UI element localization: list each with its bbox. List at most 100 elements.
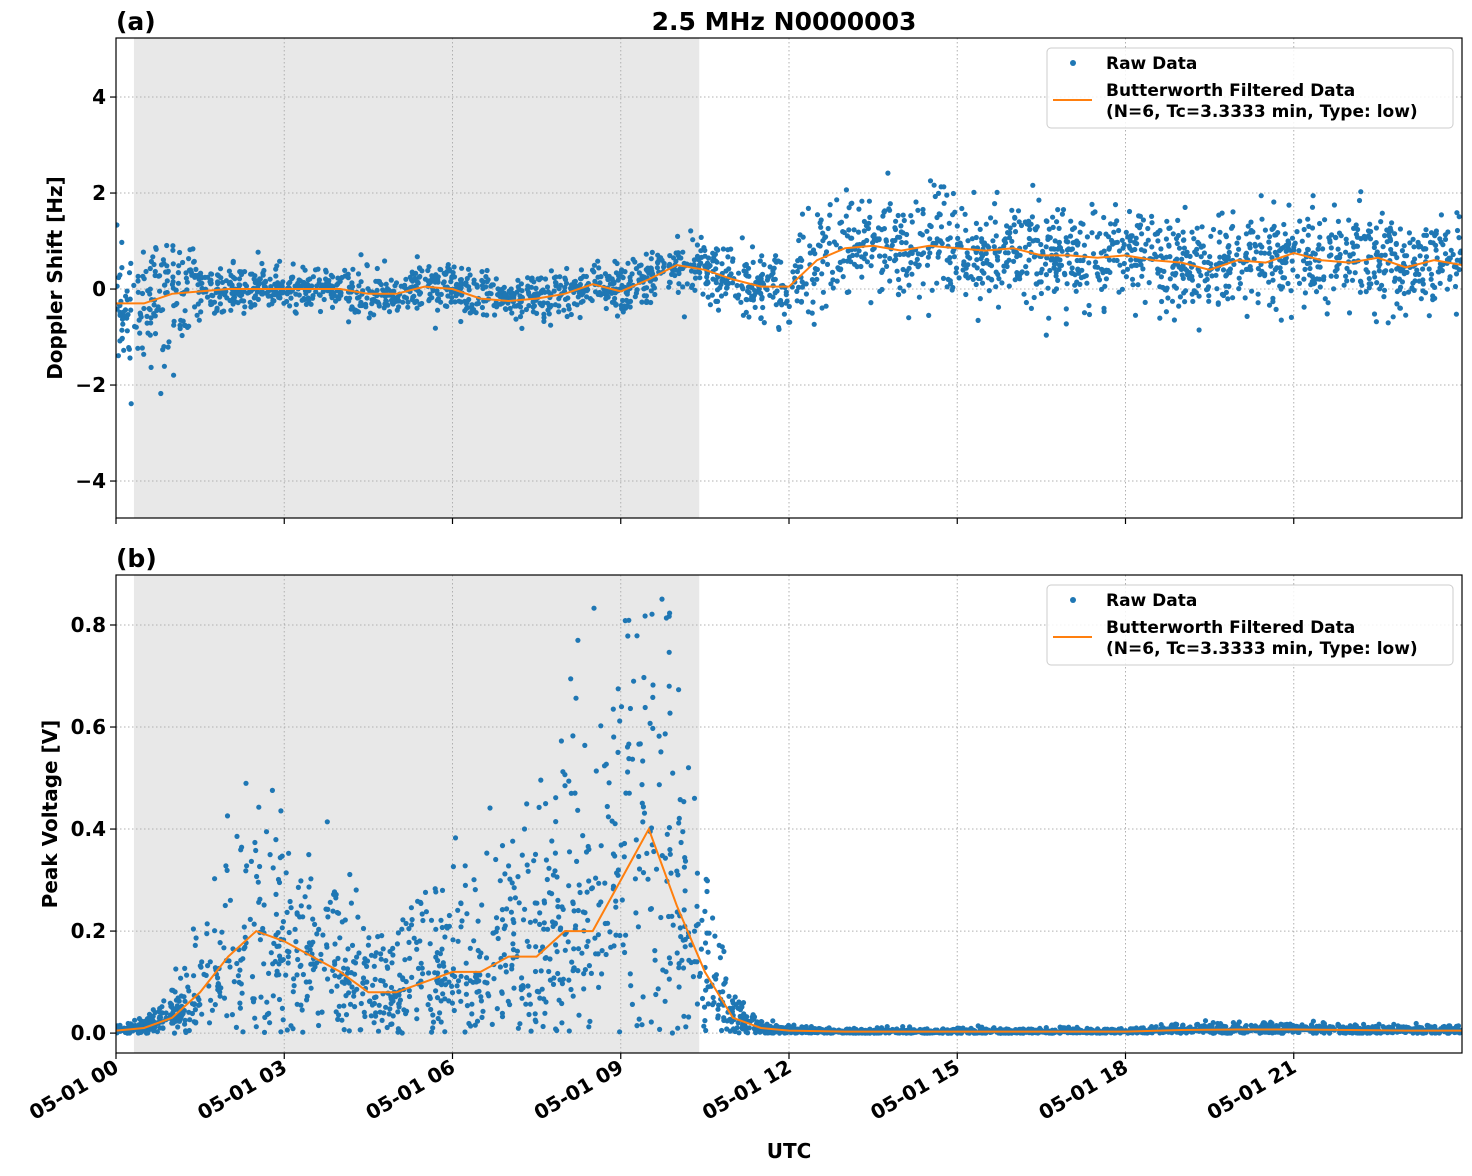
raw-data-point [484, 313, 489, 318]
raw-data-point [346, 319, 351, 324]
raw-data-point [1182, 266, 1187, 271]
raw-data-point [974, 282, 979, 287]
raw-data-point [511, 931, 516, 936]
raw-data-point [1019, 223, 1024, 228]
raw-data-point [902, 218, 907, 223]
raw-data-point [1208, 261, 1213, 266]
raw-data-point [1054, 261, 1059, 266]
raw-data-point [815, 212, 820, 217]
raw-data-point [527, 992, 532, 997]
raw-data-point [444, 304, 449, 309]
raw-data-point [1082, 243, 1087, 248]
raw-data-point [1406, 290, 1411, 295]
raw-data-point [642, 811, 647, 816]
raw-data-point [867, 199, 872, 204]
raw-data-point [557, 977, 562, 982]
raw-data-point [1159, 299, 1164, 304]
raw-data-point [474, 301, 479, 306]
raw-data-point [1216, 302, 1221, 307]
raw-data-point [433, 988, 438, 993]
raw-data-point [486, 973, 491, 978]
raw-data-point [1220, 211, 1225, 216]
raw-data-point [587, 963, 592, 968]
raw-data-point [561, 308, 566, 313]
raw-data-point [306, 904, 311, 909]
raw-data-point [1007, 284, 1012, 289]
raw-data-point [736, 1030, 741, 1035]
raw-data-point [556, 296, 561, 301]
raw-data-point [574, 859, 579, 864]
raw-data-point [566, 978, 571, 983]
raw-data-point [307, 979, 312, 984]
raw-data-point [1418, 253, 1423, 258]
raw-data-point [236, 300, 241, 305]
raw-data-point [458, 924, 463, 929]
raw-data-point [796, 285, 801, 290]
raw-data-point [197, 318, 202, 323]
raw-data-point [1391, 314, 1396, 319]
raw-data-point [820, 259, 825, 264]
raw-data-point [465, 1003, 470, 1008]
raw-data-point [1192, 249, 1197, 254]
raw-data-point [298, 878, 303, 883]
raw-data-point [904, 273, 909, 278]
raw-data-point [1236, 247, 1241, 252]
raw-data-point [887, 278, 892, 283]
raw-data-point [417, 290, 422, 295]
raw-data-point [299, 903, 304, 908]
raw-data-point [1107, 245, 1112, 250]
raw-data-point [657, 734, 662, 739]
raw-data-point [232, 979, 237, 984]
raw-data-point [769, 273, 774, 278]
raw-data-point [666, 914, 671, 919]
y-tick-label: 0.2 [71, 919, 106, 943]
y-tick-label: 0 [92, 277, 106, 301]
raw-data-point [1301, 277, 1306, 282]
raw-data-point [278, 808, 283, 813]
raw-data-point [667, 650, 672, 655]
raw-data-point [688, 228, 693, 233]
raw-data-point [194, 935, 199, 940]
raw-data-point [356, 271, 361, 276]
raw-data-point [458, 277, 463, 282]
raw-data-point [573, 696, 578, 701]
raw-data-point [1238, 281, 1243, 286]
raw-data-point [533, 918, 538, 923]
raw-data-point [825, 262, 830, 267]
raw-data-point [941, 184, 946, 189]
raw-data-point [330, 909, 335, 914]
raw-data-point [1104, 268, 1109, 273]
raw-data-point [404, 921, 409, 926]
raw-data-point [1367, 222, 1372, 227]
raw-data-point [141, 352, 146, 357]
raw-data-point [1334, 274, 1339, 279]
raw-data-point [740, 235, 745, 240]
raw-data-point [389, 1021, 394, 1026]
raw-data-point [361, 981, 366, 986]
raw-data-point [171, 373, 176, 378]
raw-data-point [342, 1027, 347, 1032]
raw-data-point [322, 967, 327, 972]
raw-data-point [459, 266, 464, 271]
raw-data-point [519, 326, 524, 331]
raw-data-point [145, 331, 150, 336]
raw-data-point [125, 289, 130, 294]
raw-data-point [150, 254, 155, 259]
raw-data-point [586, 1024, 591, 1029]
raw-data-point [834, 242, 839, 247]
raw-data-point [1381, 294, 1386, 299]
raw-data-point [1029, 306, 1034, 311]
raw-data-point [598, 274, 603, 279]
raw-data-point [850, 253, 855, 258]
raw-data-point [373, 994, 378, 999]
raw-data-point [352, 310, 357, 315]
raw-data-point [1423, 227, 1428, 232]
raw-data-point [650, 682, 655, 687]
raw-data-point [571, 994, 576, 999]
raw-data-point [184, 973, 189, 978]
raw-data-point [818, 225, 823, 230]
raw-data-point [759, 315, 764, 320]
raw-data-point [292, 983, 297, 988]
raw-data-point [852, 227, 857, 232]
raw-data-point [207, 1020, 212, 1025]
